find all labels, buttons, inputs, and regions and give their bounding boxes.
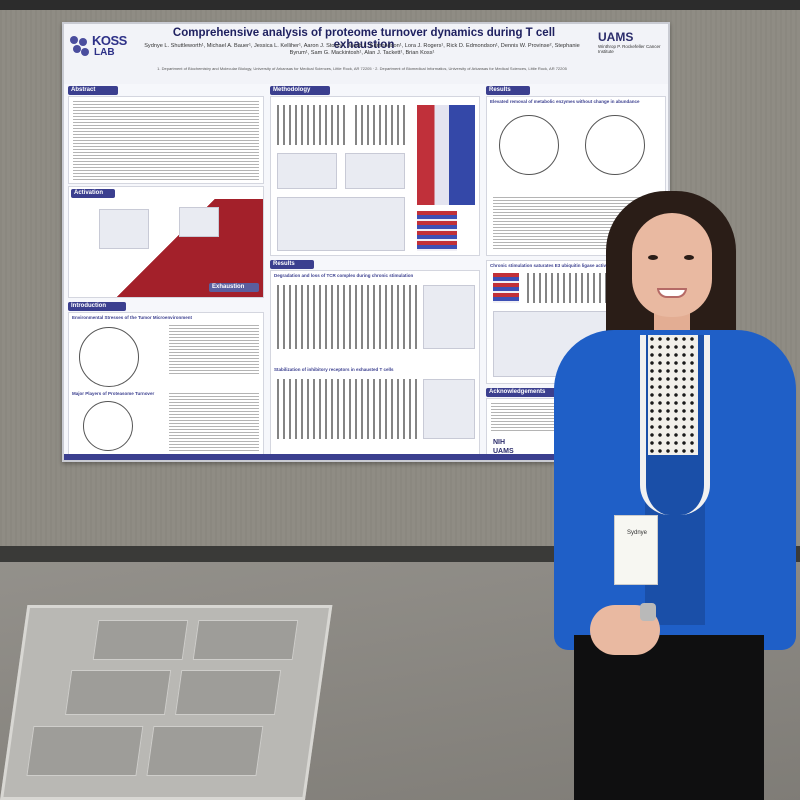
poster-title: Comprehensive analysis of proteome turno… xyxy=(172,27,556,51)
intro-subheading-1: Environmental Stresses of the Tumor Micr… xyxy=(72,315,192,320)
wall-top-rail xyxy=(0,0,800,10)
results-heading: Results xyxy=(486,86,530,95)
inhibitory-figure xyxy=(423,379,475,439)
results-subheading-e3: Chronic stimulation saturates E3 ubiquit… xyxy=(490,263,617,268)
abstract-text xyxy=(73,101,259,181)
method-chart xyxy=(277,105,347,145)
cell-diagram xyxy=(99,209,149,249)
results-subheading-inhibitory: Stabilization of inhibitory receptors in… xyxy=(274,367,394,372)
method-chart xyxy=(355,105,405,145)
results-heading-mid: Results xyxy=(270,260,314,269)
exhaustion-label: Exhaustion xyxy=(209,283,259,292)
activation-exhaustion-figure: Activation Exhaustion xyxy=(68,186,264,298)
methodology-heading: Methodology xyxy=(270,86,330,95)
tme-diagram xyxy=(79,327,139,387)
face xyxy=(632,213,712,317)
institution-sub: Winthrop P. Rockefeller Cancer Institute xyxy=(598,44,661,54)
results-subheading-tcr: Degradation and loss of TCR complex duri… xyxy=(274,273,414,278)
intro-subheading-2: Major Players of Proteasome Turnover xyxy=(72,391,155,396)
pathway-diagram xyxy=(499,115,559,175)
wristwatch xyxy=(640,603,656,621)
intro-text xyxy=(169,325,259,375)
abstract-panel xyxy=(68,96,264,184)
institution-name: UAMS xyxy=(598,30,634,44)
abstract-heading: Abstract xyxy=(68,86,118,95)
acknowledgements-heading: Acknowledgements xyxy=(486,388,556,397)
plate-cell xyxy=(64,670,172,715)
molecule-icon xyxy=(70,36,90,58)
plate-cell xyxy=(92,620,189,660)
method-figure xyxy=(345,153,405,189)
tcr-chart xyxy=(277,285,417,349)
plate-cell xyxy=(174,670,282,715)
lanyard xyxy=(640,335,710,515)
lab-logo-sub: LAB xyxy=(94,47,115,58)
presenter: Sydnye xyxy=(550,185,800,800)
badge-name: Sydnye xyxy=(626,530,647,536)
poster-affiliations: 1. Department of Biochemistry and Molecu… xyxy=(157,66,567,71)
name-badge: Sydnye xyxy=(614,515,658,585)
intro-text-2 xyxy=(169,393,259,451)
floor-metal-plate xyxy=(0,605,333,800)
results-subheading-metabolic: Elevated removal of metabolic enzymes wi… xyxy=(490,99,640,104)
plate-cell xyxy=(26,726,144,776)
introduction-heading: Introduction xyxy=(68,302,126,311)
eye xyxy=(648,255,658,260)
plate-cell xyxy=(192,620,299,660)
nih-logo: NIH xyxy=(493,439,506,446)
lab-logo-name: KOSS xyxy=(92,33,127,48)
introduction-panel: Environmental Stresses of the Tumor Micr… xyxy=(68,312,264,456)
inhibitory-chart xyxy=(277,379,417,439)
heatmap xyxy=(417,105,475,205)
methodology-panel xyxy=(270,96,480,256)
proteasome-cycle-diagram xyxy=(83,401,133,451)
poster-footer-strip xyxy=(64,454,668,460)
activation-label: Activation xyxy=(71,189,115,198)
uams-footer-logo: UAMS xyxy=(493,448,514,455)
method-figure xyxy=(277,197,405,251)
cell-diagram xyxy=(179,207,219,237)
poster-header: KOSS LAB Comprehensive analysis of prote… xyxy=(64,24,668,84)
uams-logo: UAMS Winthrop P. Rockefeller Cancer Inst… xyxy=(598,30,662,70)
eye xyxy=(684,255,694,260)
plate-cell xyxy=(146,726,264,776)
method-figure xyxy=(277,153,337,189)
koss-lab-logo: KOSS LAB xyxy=(70,30,128,68)
black-pants xyxy=(574,635,764,800)
middle-results-panel: Degradation and loss of TCR complex duri… xyxy=(270,270,480,456)
tcr-figure xyxy=(423,285,475,349)
heatmap-small xyxy=(417,211,457,251)
poster-authors: Sydnye L. Shuttleworth¹, Michael A. Baue… xyxy=(144,43,580,56)
pathway-diagram xyxy=(585,115,645,175)
e3-heatmap xyxy=(493,273,519,303)
